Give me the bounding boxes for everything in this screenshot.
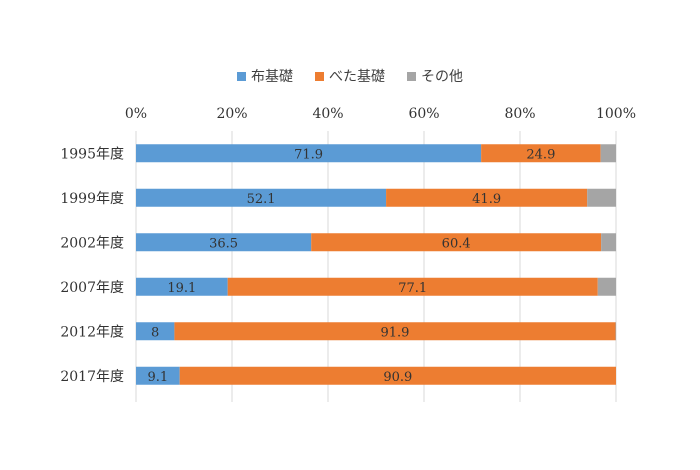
legend-item-fu-kiso: 布基礎 [237, 66, 293, 86]
bar-segment [136, 322, 175, 341]
category-label: 1999年度 [60, 191, 124, 207]
data-label: 36.5 [209, 236, 238, 251]
x-tick-label: 80% [504, 106, 535, 122]
category-label: 2017年度 [60, 369, 124, 385]
legend-item-other: その他 [407, 66, 463, 86]
legend-swatch [407, 71, 416, 81]
data-label: 71.9 [294, 147, 323, 162]
bar-segment [587, 188, 616, 207]
bar-segment [227, 277, 598, 296]
bar-segment [136, 233, 312, 252]
data-label: 41.9 [472, 192, 501, 207]
legend-label: 布基礎 [251, 69, 293, 85]
data-label: 77.1 [398, 281, 427, 296]
legend-swatch [315, 71, 324, 81]
bar-segment [386, 188, 588, 207]
x-tick-label: 20% [216, 106, 247, 122]
bar-segment [136, 144, 482, 163]
legend-label: べた基礎 [329, 69, 385, 85]
x-tick-label: 60% [408, 106, 439, 122]
bar-segment [600, 144, 616, 163]
bar-segment [179, 366, 616, 385]
data-label: 8 [151, 325, 159, 340]
data-label: 60.4 [442, 236, 471, 251]
legend: 布基礎 べた基礎 その他 [0, 66, 700, 86]
category-label: 1995年度 [60, 146, 124, 162]
bar-segment [311, 233, 602, 252]
bar-segment [174, 322, 616, 341]
x-tick-label: 0% [125, 106, 147, 122]
category-label: 2007年度 [60, 280, 124, 296]
data-label: 91.9 [380, 325, 409, 340]
bar-segment [597, 277, 616, 296]
bar-segment [481, 144, 601, 163]
bar-segment [601, 233, 616, 252]
data-label: 52.1 [247, 192, 276, 207]
category-label: 2002年度 [60, 235, 124, 251]
data-label: 19.1 [167, 281, 196, 296]
legend-swatch [237, 71, 246, 81]
bar-segment [136, 188, 387, 207]
legend-item-beta-kiso: べた基礎 [315, 66, 385, 86]
legend-label: その他 [421, 69, 463, 85]
bar-segment [136, 366, 180, 385]
x-tick-label: 100% [596, 106, 636, 122]
bar-segment [136, 277, 228, 296]
data-label: 24.9 [526, 147, 555, 162]
x-tick-label: 40% [312, 106, 343, 122]
category-label: 2012年度 [60, 324, 124, 340]
data-label: 9.1 [147, 370, 168, 385]
data-label: 90.9 [383, 370, 412, 385]
